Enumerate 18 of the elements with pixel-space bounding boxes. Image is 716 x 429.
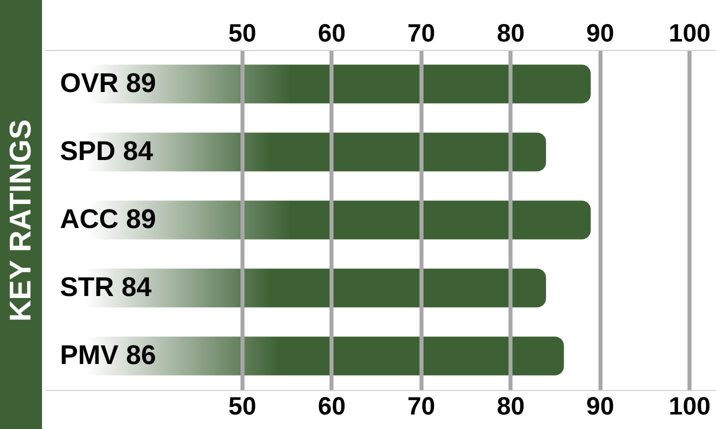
x2-tick-label: 60 (318, 392, 346, 420)
x-tick-label: 50 (228, 20, 256, 48)
x2-tick-label: 70 (407, 392, 436, 420)
x-tick-label: 100 (668, 20, 711, 48)
x2-tick-label: 90 (586, 392, 614, 420)
x-tick-label: 90 (586, 20, 614, 48)
x-tick-label: 60 (318, 20, 346, 48)
x-tick-label: 80 (496, 20, 525, 48)
y-tick-label: ACC 89 (60, 204, 156, 234)
x2-tick-label: 50 (228, 392, 256, 420)
y-axis-title: KEY RATINGS (4, 119, 38, 322)
x2-tick-label: 80 (496, 392, 525, 420)
y-tick-label: STR 84 (60, 272, 152, 302)
y-tick-label: PMV 86 (60, 340, 156, 370)
x-tick-label: 70 (407, 20, 436, 48)
y-tick-label: SPD 84 (60, 136, 154, 166)
x2-tick-label: 100 (668, 392, 711, 420)
y-tick-label: OVR 89 (60, 68, 156, 98)
